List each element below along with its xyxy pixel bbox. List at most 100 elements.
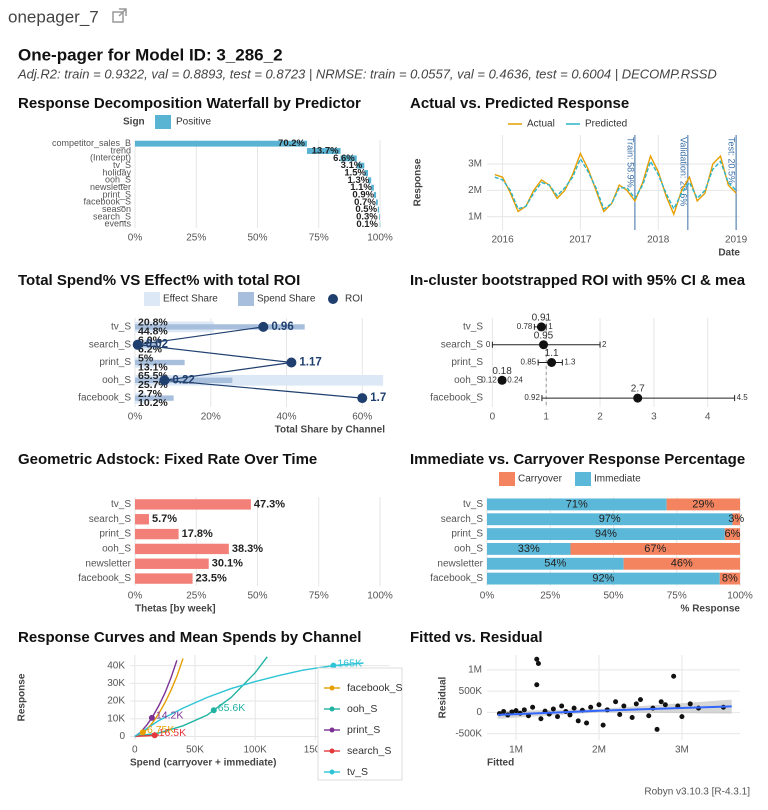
category-label: newsletter	[90, 182, 131, 192]
y-tick-label: 40K	[107, 660, 125, 671]
x-tick-label: 100K	[244, 745, 268, 756]
residual-point	[575, 718, 581, 724]
panel-title: Total Spend% VS Effect% with total ROI	[18, 272, 300, 289]
value-label: 17.8%	[182, 528, 213, 540]
legend-swatch	[329, 748, 335, 754]
value-label: 3.1%	[341, 160, 363, 171]
value-label: 3%	[728, 513, 744, 525]
y-tick-label: 0	[476, 707, 482, 718]
residual-point	[513, 708, 519, 714]
roi-point	[633, 393, 643, 403]
category-label: competitor_sales_B	[52, 138, 131, 148]
residual-point	[567, 712, 573, 718]
x-tick-label: 0%	[480, 591, 495, 602]
category-label: facebook_S	[78, 573, 131, 584]
lower-label: 0.85	[521, 358, 537, 367]
legend-swatch	[238, 292, 254, 306]
report-title: One-pager for Model ID: 3_286_2	[18, 45, 283, 64]
category-label: search_S	[441, 514, 484, 525]
legend-swatch	[499, 472, 515, 486]
bar	[135, 499, 251, 510]
y-tick-label: 3M	[468, 159, 482, 170]
y-tick-label: 1M	[468, 211, 482, 222]
category-label: facebook_S	[83, 197, 131, 207]
residual-point	[534, 656, 540, 662]
category-label: print_S	[451, 529, 483, 540]
legend-swatch	[575, 472, 591, 486]
category-label: tv_S	[113, 160, 131, 170]
roi-point	[497, 375, 507, 385]
roi-point	[286, 357, 297, 368]
waterfall-bar	[379, 221, 381, 228]
y-tick-label: 30K	[107, 678, 125, 689]
x-tick-label: 0%	[128, 233, 143, 244]
bar	[135, 528, 179, 540]
legend-label: Spend Share	[257, 294, 316, 305]
waterfall-bar	[371, 184, 374, 191]
bar	[135, 514, 149, 525]
category-label: newsletter	[85, 558, 131, 569]
residual-point	[621, 703, 627, 709]
x-tick-label: 3	[651, 412, 657, 423]
mean-spend-point	[210, 707, 217, 714]
category-label: (Intercept)	[90, 153, 131, 163]
x-tick-label: 0	[132, 745, 138, 756]
value-label: 0.18	[492, 366, 512, 377]
value-label: 29%	[692, 498, 714, 510]
y-axis-title: Response	[413, 158, 424, 206]
upper-label: 4.5	[737, 393, 749, 402]
value-label: 0.5%	[355, 204, 377, 215]
spend-bar	[135, 342, 159, 348]
x-tick-label: 150K	[304, 745, 328, 756]
value-label: 0.9%	[352, 190, 374, 201]
stacked-bar	[487, 557, 624, 570]
response-curve	[134, 656, 268, 738]
spend-bar	[135, 359, 185, 366]
residual-point	[530, 704, 536, 710]
legend-label: Predicted	[585, 119, 627, 130]
mean-spend-label: 165K	[337, 657, 362, 669]
spend-bar	[135, 324, 305, 330]
value-label: 92%	[592, 572, 614, 584]
category-label: holiday	[102, 167, 131, 177]
waterfall-bar	[367, 177, 372, 184]
residual-point	[596, 702, 602, 708]
legend-label: Immediate	[594, 474, 641, 485]
residual-point	[658, 699, 664, 705]
value-label: 2.7	[631, 384, 645, 395]
residual-point	[637, 697, 643, 703]
waterfall-bar	[379, 214, 380, 220]
residual-point	[571, 705, 577, 711]
value-label: 47.3%	[254, 498, 285, 510]
external-link-icon[interactable]	[112, 8, 127, 23]
split-label: Train: 58.9%	[626, 137, 636, 188]
stacked-bar	[487, 542, 571, 555]
x-tick-label: 100%	[727, 591, 753, 602]
panel-title: Response Decomposition Waterfall by Pred…	[18, 95, 361, 112]
stacked-bar	[487, 572, 720, 585]
legend-title: Sign	[123, 117, 145, 128]
category-label: print_S	[102, 189, 131, 199]
value-label: 94%	[595, 528, 617, 540]
x-tick-label: 25%	[540, 591, 560, 602]
x-tick-label: 50K	[186, 745, 204, 756]
roi-label: 0.22	[172, 374, 194, 386]
value-label: 38.3%	[232, 543, 263, 555]
y-tick-label: 2M	[468, 185, 482, 196]
roi-point	[357, 393, 368, 404]
roi-point	[159, 375, 170, 386]
upper-label: 0.24	[507, 375, 523, 384]
category-label: tv_S	[463, 499, 483, 510]
split-label: Test: 20.5%	[727, 137, 737, 184]
x-tick-label: 60%	[352, 412, 372, 423]
category-label: search_S	[93, 211, 131, 221]
residual-point	[654, 726, 660, 732]
category-label: ooh_S	[454, 375, 483, 386]
category-label: print_S	[451, 357, 483, 368]
legend-label: Effect Share	[163, 294, 218, 305]
x-tick-label: 50%	[247, 591, 267, 602]
effect-bar	[135, 374, 384, 386]
split-label: Validation: 20.6%	[678, 137, 688, 206]
roi-label: 0.96	[271, 321, 293, 333]
